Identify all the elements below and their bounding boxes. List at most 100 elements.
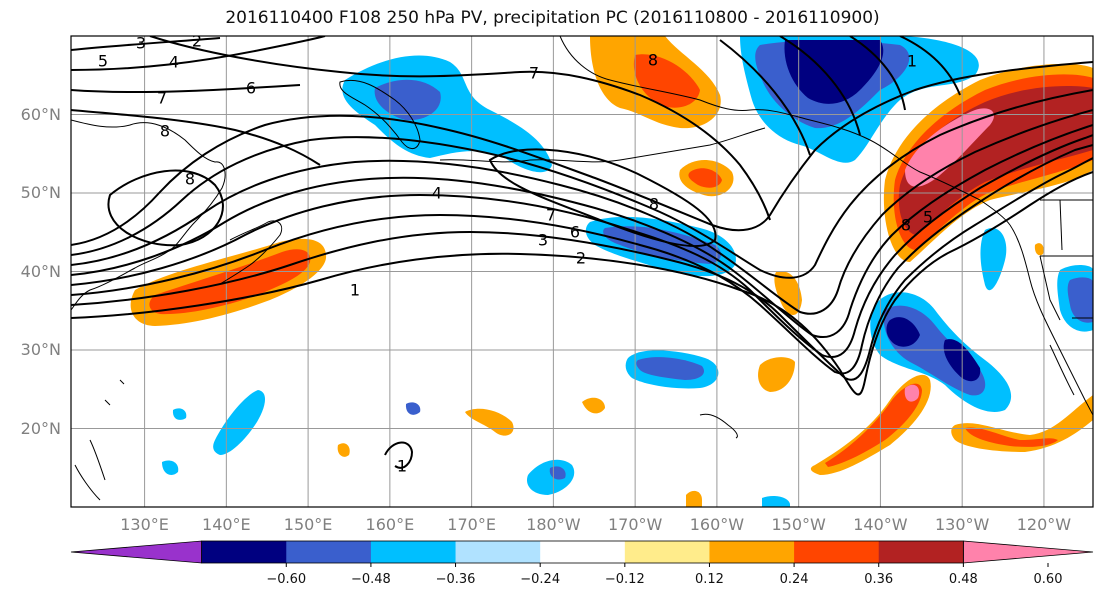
negative-shading xyxy=(526,459,575,495)
pv-contour-outer xyxy=(71,36,326,71)
negative-shading xyxy=(1067,277,1093,323)
contour-label: 8 xyxy=(160,122,170,141)
lon-label: 170°E xyxy=(447,515,496,534)
colorbar-tick-label: −0.12 xyxy=(604,572,645,587)
contour-label: 2 xyxy=(576,249,586,268)
border xyxy=(1059,199,1063,251)
pv-contour-outer xyxy=(71,84,301,94)
negative-shading xyxy=(980,228,1007,291)
positive-shading xyxy=(774,271,802,316)
negative-shading xyxy=(374,79,441,121)
contour-label: 8 xyxy=(901,216,911,235)
positive-shading xyxy=(465,408,514,436)
contour-label: 7 xyxy=(157,89,167,108)
pv-contour-7 xyxy=(71,89,1093,279)
pv-contour-outer xyxy=(719,39,811,156)
lon-label: 160°W xyxy=(689,515,745,534)
positive-shading xyxy=(825,383,922,467)
colorbar-tick-label: 0.24 xyxy=(779,572,809,587)
colorbar-tick-label: 0.36 xyxy=(864,572,894,587)
colorbar-border xyxy=(201,540,964,564)
pv-contour-2 xyxy=(71,157,1093,381)
contour-label: 5 xyxy=(98,52,108,71)
pv-contour-closed xyxy=(488,148,717,248)
colorbar-extend-low xyxy=(70,540,203,564)
pv-contour-outer xyxy=(849,36,906,111)
colorbar-tick-label: −0.60 xyxy=(266,572,307,587)
coastline-baja xyxy=(1049,344,1075,396)
contour-label: 3 xyxy=(136,34,146,53)
positive-shading xyxy=(688,168,722,188)
colorbar-segment xyxy=(709,541,795,563)
contour-label: 8 xyxy=(185,170,195,189)
colorbar xyxy=(70,540,1094,567)
negative-shading xyxy=(172,408,187,420)
negative-shading xyxy=(162,460,179,475)
lon-label: 170°W xyxy=(607,515,663,534)
positive-shading xyxy=(965,427,1058,447)
coastline-alaska xyxy=(559,36,1011,226)
contour-label: 4 xyxy=(432,184,442,203)
colorbar-segment xyxy=(624,541,710,563)
positive-shading xyxy=(758,357,795,392)
positive-shading xyxy=(905,108,995,187)
contour-label: 7 xyxy=(529,64,539,83)
coastline-aleutians xyxy=(439,127,766,163)
contour-label: 6 xyxy=(570,223,580,242)
contour-label: 8 xyxy=(648,51,658,70)
contour-label: 1 xyxy=(907,52,917,71)
colorbar-segment xyxy=(540,541,626,563)
pv-contour-5 xyxy=(71,124,1093,338)
colorbar-extend-high xyxy=(962,540,1094,564)
contour-label: 2 xyxy=(192,32,202,51)
negative-shading xyxy=(603,226,722,264)
colorbar-segment xyxy=(878,541,964,563)
positive-shading xyxy=(686,490,702,507)
pv-contour-outer xyxy=(71,37,221,51)
colorbar-tick-label: −0.36 xyxy=(435,572,476,587)
colorbar-segment xyxy=(455,541,541,563)
colorbar-segment xyxy=(370,541,457,563)
lon-label: 150°W xyxy=(771,515,826,534)
positive-shading xyxy=(337,443,350,457)
positive-shading xyxy=(582,397,605,414)
colorbar-tick-label: −0.24 xyxy=(520,572,561,587)
pv-contour-outer xyxy=(899,36,961,96)
contour-label: 1 xyxy=(350,281,360,300)
contour-label: 5 xyxy=(923,208,933,227)
pv-contour-1 xyxy=(71,171,1093,396)
lat-label: 60°N xyxy=(20,104,61,124)
coastline-islands xyxy=(74,379,125,501)
pv-contour-6 xyxy=(71,109,1093,315)
contour-label: 8 xyxy=(649,195,659,214)
lon-label: 140°E xyxy=(202,515,251,534)
lon-label: 120°W xyxy=(1016,515,1072,534)
lon-label: 180°W xyxy=(526,515,581,534)
negative-shading xyxy=(405,402,421,415)
coastline-kamchatka xyxy=(339,80,421,149)
lat-label: 20°N xyxy=(20,418,61,438)
lon-label: 130°E xyxy=(120,515,169,534)
positive-shading xyxy=(633,54,700,108)
colorbar-tick-label: −0.48 xyxy=(350,572,391,587)
contour-label: 4 xyxy=(169,53,179,72)
negative-shading xyxy=(342,55,552,173)
pv-contour-closed xyxy=(107,169,224,247)
negative-shading xyxy=(636,357,705,380)
contour-label: 6 xyxy=(246,79,256,98)
lon-label: 150°E xyxy=(283,515,333,534)
positive-shading xyxy=(904,384,920,402)
border xyxy=(1039,255,1061,321)
lon-label: 130°W xyxy=(934,515,990,534)
lat-label: 40°N xyxy=(20,261,61,281)
colorbar-tick-label: 0.60 xyxy=(1033,572,1063,587)
lat-label: 30°N xyxy=(20,340,61,359)
negative-shading xyxy=(762,496,790,507)
positive-shading xyxy=(1034,243,1044,256)
negative-shading xyxy=(886,317,920,347)
map-title: 2016110400 F108 250 hPa PV, precipitatio… xyxy=(225,8,880,28)
lon-label: 160°E xyxy=(365,515,415,534)
